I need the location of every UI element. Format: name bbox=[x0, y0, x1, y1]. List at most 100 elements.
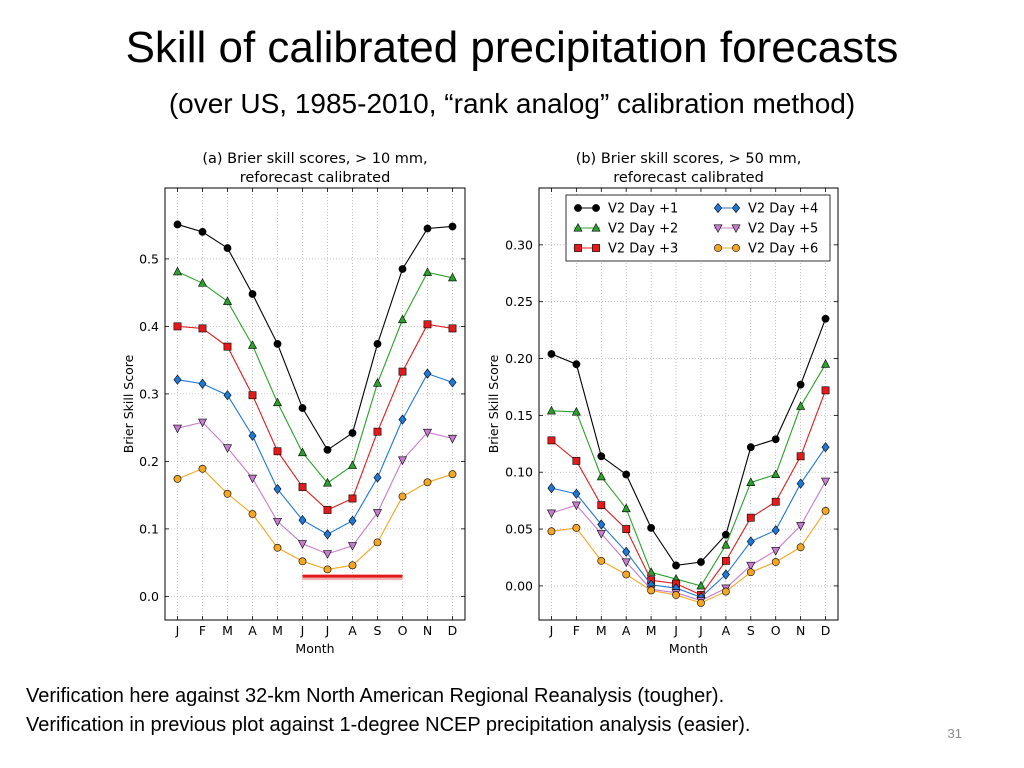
data-point bbox=[323, 529, 332, 540]
chart-b: J F M A M J J A S O N D0.000.050.100.150.200.250.30… bbox=[486, 151, 839, 656]
data-point bbox=[273, 543, 282, 552]
y-tick-label: 0.05 bbox=[505, 522, 533, 537]
data-point bbox=[248, 340, 257, 349]
series-line bbox=[177, 271, 453, 484]
data-point bbox=[622, 525, 631, 533]
data-point bbox=[746, 443, 755, 452]
data-point bbox=[796, 478, 805, 489]
data-point bbox=[348, 494, 357, 503]
data-point bbox=[173, 374, 182, 385]
data-point bbox=[298, 483, 307, 491]
y-tick-label: 0.10 bbox=[505, 465, 533, 480]
data-point bbox=[571, 406, 581, 416]
x-axis-label: Month bbox=[295, 641, 334, 656]
data-point bbox=[448, 377, 457, 388]
data-point bbox=[223, 342, 232, 351]
data-point bbox=[546, 509, 556, 519]
data-point bbox=[547, 483, 556, 494]
data-point bbox=[621, 503, 631, 513]
data-point bbox=[298, 515, 307, 526]
legend-marker bbox=[592, 244, 600, 252]
data-point bbox=[821, 442, 830, 453]
series-v2-day-3 bbox=[173, 320, 457, 514]
x-tick-label: N bbox=[423, 623, 432, 638]
x-tick-label: A bbox=[348, 623, 357, 638]
data-point bbox=[597, 452, 606, 461]
data-point bbox=[173, 322, 182, 331]
data-point bbox=[597, 519, 606, 530]
data-point bbox=[771, 547, 781, 556]
series-line bbox=[551, 446, 826, 598]
series-line bbox=[177, 223, 453, 451]
x-tick-label: O bbox=[398, 623, 408, 638]
data-point bbox=[423, 428, 432, 438]
data-point bbox=[298, 557, 307, 566]
data-point bbox=[721, 556, 730, 565]
data-point bbox=[721, 569, 730, 580]
x-axis-label: Month bbox=[669, 641, 708, 656]
y-tick-label: 0.25 bbox=[505, 294, 533, 309]
data-point bbox=[373, 538, 382, 547]
x-tick-label: S bbox=[747, 623, 755, 638]
chart-title-line: (a) Brier skill scores, > 10 mm, bbox=[202, 151, 427, 167]
data-point bbox=[348, 429, 357, 437]
legend-marker bbox=[573, 222, 583, 232]
series-line bbox=[551, 318, 827, 567]
data-point bbox=[596, 471, 606, 481]
data-point bbox=[746, 477, 756, 486]
data-point bbox=[223, 390, 232, 401]
x-tick-label: M bbox=[222, 623, 233, 638]
legend-entry: V2 Day +4 bbox=[748, 202, 818, 217]
data-point bbox=[571, 501, 581, 511]
slide-subtitle: (over US, 1985-2010, “rank analog” calib… bbox=[168, 88, 856, 119]
page-number: 31 bbox=[947, 726, 962, 741]
data-point bbox=[273, 340, 282, 348]
data-point bbox=[348, 542, 357, 551]
x-tick-label: J bbox=[673, 623, 678, 638]
y-tick-label: 0.0 bbox=[139, 589, 159, 604]
data-point bbox=[248, 430, 257, 441]
x-tick-label: D bbox=[448, 623, 458, 638]
data-point bbox=[273, 397, 282, 407]
data-point bbox=[398, 314, 407, 324]
verification-notes: Verification here against 32-km North Am… bbox=[26, 682, 750, 740]
legend-marker bbox=[714, 244, 722, 252]
series-line bbox=[177, 323, 453, 511]
data-point bbox=[173, 266, 182, 276]
data-point bbox=[796, 452, 805, 461]
legend-marker bbox=[592, 204, 600, 212]
data-point bbox=[547, 527, 556, 536]
y-tick-label: 0.15 bbox=[505, 408, 533, 423]
data-point bbox=[248, 474, 257, 484]
data-point bbox=[771, 469, 781, 478]
data-point bbox=[373, 340, 382, 348]
legend-entry: V2 Day +1 bbox=[608, 202, 678, 217]
legend-marker bbox=[574, 244, 582, 252]
data-point bbox=[173, 220, 182, 229]
data-point bbox=[398, 492, 407, 501]
y-tick-label: 0.20 bbox=[505, 351, 533, 366]
y-axis-label: Brier Skill Score bbox=[121, 354, 136, 453]
series-v2-day-3 bbox=[547, 386, 830, 599]
legend-marker bbox=[732, 202, 740, 214]
x-tick-label: J bbox=[175, 623, 180, 638]
charts-area: J F M A M J J A S O N D0.00.10.20.30.40.5(a) Brier … bbox=[121, 151, 839, 656]
data-point bbox=[348, 561, 357, 570]
data-point bbox=[647, 586, 656, 595]
y-tick-label: 0.2 bbox=[139, 454, 159, 469]
data-point bbox=[547, 436, 556, 445]
y-tick-label: 0.3 bbox=[139, 386, 159, 401]
data-point bbox=[672, 591, 680, 599]
data-point bbox=[373, 378, 382, 387]
legend-marker bbox=[731, 224, 741, 234]
x-tick-label: N bbox=[796, 623, 805, 638]
data-point bbox=[298, 404, 307, 412]
data-point bbox=[273, 483, 282, 495]
data-point bbox=[198, 227, 207, 236]
data-point bbox=[248, 391, 257, 400]
legend-marker bbox=[591, 222, 601, 232]
data-point bbox=[248, 290, 257, 298]
data-point bbox=[572, 360, 581, 369]
data-point bbox=[597, 556, 606, 565]
legend: V2 Day +1 V2 Day +2 V2 Day +3 V2 Day +4 V2 D… bbox=[565, 194, 831, 262]
